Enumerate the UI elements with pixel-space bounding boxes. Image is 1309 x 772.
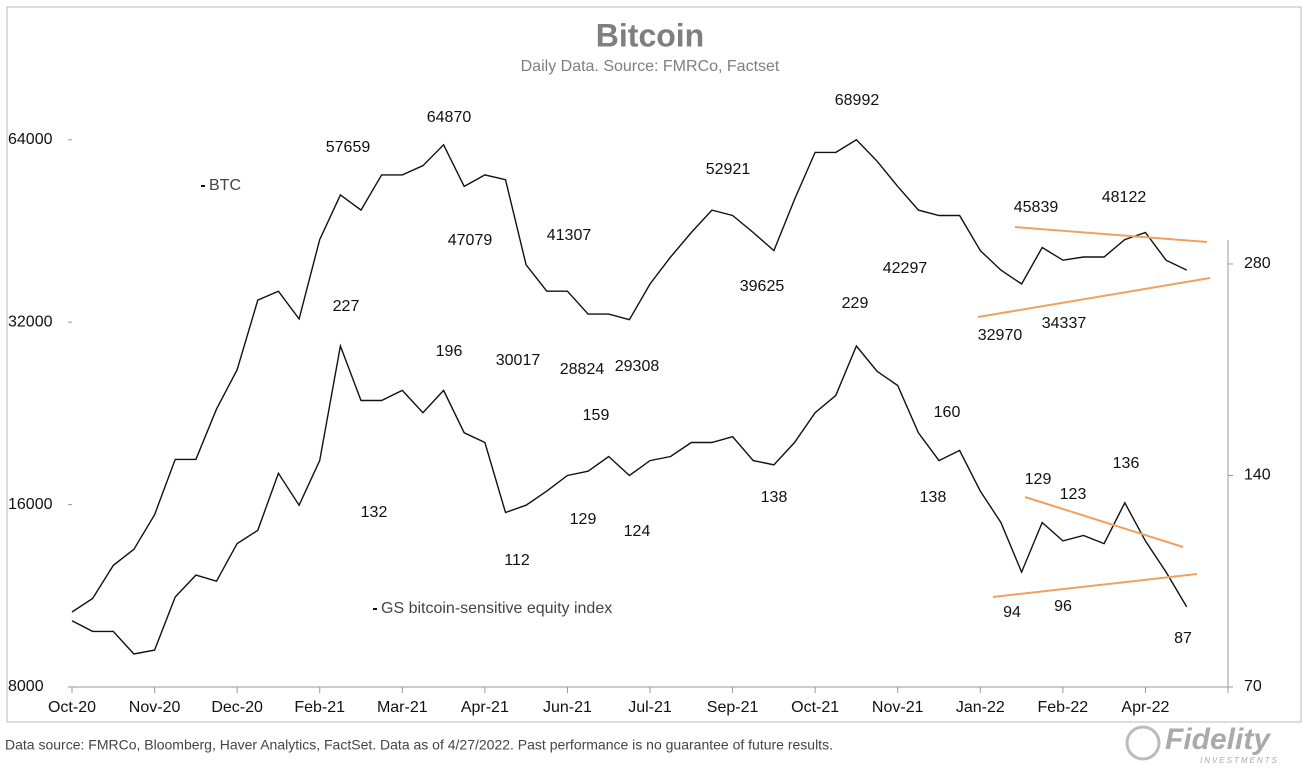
annotation: 32970 (978, 327, 1023, 344)
annotation: 41307 (547, 227, 592, 244)
annotation: 94 (1003, 604, 1021, 621)
legend-label: BTC (209, 177, 241, 194)
y2-tick-label: 70 (1244, 678, 1262, 695)
brand: Fidelity (1165, 723, 1271, 756)
logo-mark (1125, 725, 1161, 761)
annotation: 196 (436, 343, 463, 360)
y-tick-label: 32000 (8, 313, 53, 330)
x-tick-label: Sep-21 (707, 699, 759, 716)
trend-line (1014, 226, 1208, 243)
x-tick-label: Nov-21 (872, 699, 924, 716)
brand-logo: Fidelity INVESTMENTS (1125, 723, 1279, 765)
annotation: 52921 (706, 161, 751, 178)
trend-line (992, 573, 1198, 598)
chart-subtitle: Daily Data. Source: FMRCo, Factset (521, 58, 780, 75)
annotation: 229 (842, 295, 869, 312)
annotation: 124 (624, 523, 651, 540)
trend-line (977, 277, 1211, 318)
x-tick-label: Dec-20 (211, 699, 263, 716)
annotation: 47079 (448, 232, 493, 249)
x-tick-label: Oct-20 (48, 699, 96, 716)
y2-tick-label: 280 (1244, 255, 1271, 272)
x-tick-label: Nov-20 (129, 699, 181, 716)
annotation: 138 (761, 489, 788, 506)
series-line (71, 138, 1188, 613)
footer-note: Data source: FMRCo, Bloomberg, Haver Ana… (5, 737, 833, 753)
x-tick-label: Mar-21 (377, 699, 428, 716)
chart-title: Bitcoin (596, 17, 704, 53)
annotation: 68992 (835, 92, 880, 109)
annotation: 57659 (326, 139, 371, 156)
trend-line (1024, 496, 1184, 548)
y-tick-label: 64000 (8, 131, 53, 148)
annotation: 30017 (496, 352, 541, 369)
annotation: 112 (504, 552, 530, 569)
x-tick-label: Feb-22 (1038, 699, 1089, 716)
annotation: 45839 (1014, 199, 1059, 216)
annotation: 159 (583, 407, 610, 424)
x-tick-label: Apr-22 (1121, 699, 1169, 716)
annotation: 96 (1054, 598, 1072, 615)
annotation: 39625 (740, 278, 785, 295)
annotation: 48122 (1102, 189, 1147, 206)
brand-sub: INVESTMENTS (1200, 756, 1279, 765)
chart-frame (6, 6, 1302, 723)
annotation: 227 (333, 298, 360, 315)
x-tick-label: Oct-21 (791, 699, 839, 716)
y2-tick-label: 140 (1244, 467, 1271, 484)
series-line (71, 343, 1188, 655)
annotation: 132 (361, 504, 388, 521)
annotation: 136 (1113, 455, 1140, 472)
annotation: 160 (934, 404, 961, 421)
x-tick-label: Apr-21 (461, 699, 509, 716)
y-tick-label: 8000 (8, 678, 44, 695)
annotation: 64870 (427, 109, 472, 126)
annotation: 29308 (615, 358, 660, 375)
y-tick-label: 16000 (8, 496, 53, 513)
legend-label: GS bitcoin-sensitive equity index (381, 600, 612, 617)
annotation: 42297 (883, 260, 928, 277)
annotation: 123 (1060, 486, 1087, 503)
annotation: 129 (570, 511, 597, 528)
x-tick-label: Jan-22 (956, 699, 1005, 716)
annotation: 138 (920, 489, 947, 506)
x-tick-label: Jul-21 (628, 699, 672, 716)
annotation: 34337 (1042, 315, 1087, 332)
annotation: 87 (1174, 630, 1192, 647)
x-tick-label: Feb-21 (294, 699, 345, 716)
annotation: 129 (1025, 471, 1052, 488)
x-tick-label: Jun-21 (543, 699, 592, 716)
annotation: 28824 (560, 361, 605, 378)
